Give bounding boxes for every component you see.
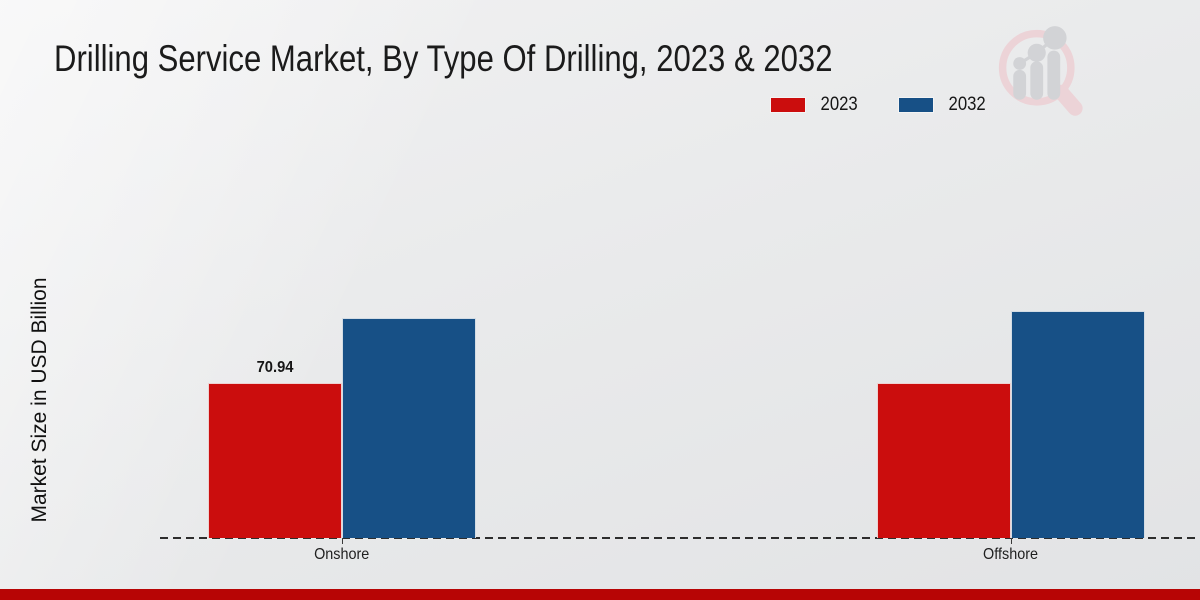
bar-2032-onshore [342, 318, 476, 538]
legend-label-2032: 2032 [948, 94, 987, 115]
chart-title: Drilling Service Market, By Type Of Dril… [54, 38, 833, 79]
category-label-offshore: Offshore [983, 546, 1039, 563]
bar-2023-onshore [208, 383, 342, 538]
x-axis-dashed-line [160, 537, 1196, 539]
x-axis-tick-onshore [342, 538, 343, 544]
legend-item-2023: 2023 [770, 94, 860, 116]
category-label-onshore: Onshore [314, 546, 370, 563]
legend-swatch-2032 [898, 97, 935, 113]
x-axis-tick-offshore [1011, 538, 1012, 544]
data-label-2023-onshore: 70.94 [256, 359, 294, 376]
footer-accent-bar [0, 589, 1200, 600]
magnifier-bar-chart-logo-icon [998, 26, 1083, 116]
legend-item-2032: 2032 [898, 94, 988, 116]
legend-swatch-2023 [770, 97, 806, 113]
legend-label-2023: 2023 [820, 94, 858, 115]
bar-2032-offshore [1011, 311, 1145, 538]
bar-2023-offshore [877, 383, 1011, 538]
y-axis-label: Market Size in USD Billion [28, 277, 51, 523]
legend: 2023 2032 [770, 94, 989, 116]
